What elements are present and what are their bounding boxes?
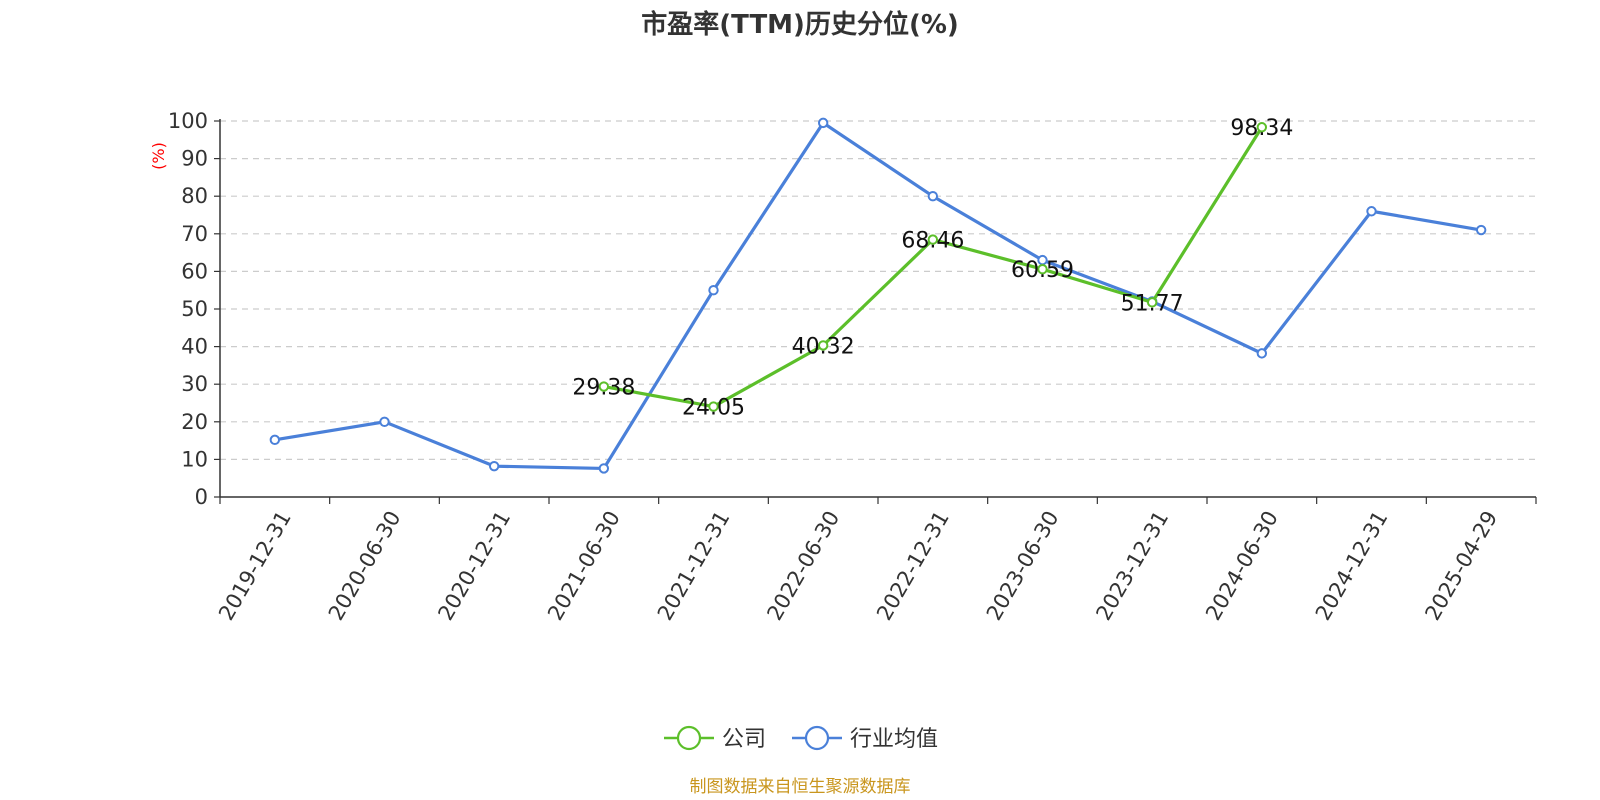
data-point	[708, 285, 719, 296]
y-axis-ticks: 0 10 20 30 40 50 60 70 80 90 100	[168, 109, 220, 509]
y-tick-label: 0	[195, 485, 208, 509]
data-point	[379, 416, 390, 427]
y-tick-label: 90	[181, 147, 208, 171]
data-point	[708, 401, 719, 412]
y-tick-label: 10	[181, 447, 208, 471]
legend-swatch-marker	[676, 725, 702, 751]
chart-title: 市盈率(TTM)历史分位(%)	[641, 9, 959, 40]
data-label: 29.38	[572, 376, 635, 401]
data-point	[927, 234, 939, 245]
data-label: 60.59	[1011, 258, 1074, 283]
y-tick-label: 30	[181, 372, 208, 396]
data-source-note: 制图数据来自恒生聚源数据库	[690, 777, 911, 797]
data-label: 40.32	[792, 334, 855, 359]
y-tick-label: 100	[168, 109, 208, 133]
series-line-0	[603, 126, 1264, 409]
series-layer	[269, 117, 1487, 474]
legend-label: 公司	[722, 727, 766, 752]
axes	[219, 119, 1536, 498]
y-tick-label: 80	[181, 184, 208, 208]
x-tick-label: 2019-12-31	[214, 507, 296, 625]
y-axis-unit: (%)	[149, 142, 168, 170]
data-label: 68.46	[901, 229, 964, 254]
data-point	[1146, 297, 1158, 308]
y-tick-label: 60	[181, 259, 208, 283]
data-label: 51.77	[1121, 291, 1184, 316]
gridlines	[220, 120, 1536, 460]
y-tick-label: 40	[181, 335, 208, 359]
data-label: 24.05	[682, 396, 745, 421]
data-labels: 29.38 24.05 40.32 68.46 60.59 51.77 98.34	[572, 116, 1293, 420]
legend-swatch-marker	[804, 725, 830, 751]
legend-label: 行业均值	[850, 727, 938, 752]
legend-item-1: 行业均值	[792, 725, 938, 752]
data-point	[598, 381, 610, 392]
data-point	[1256, 348, 1268, 359]
x-tick-label: 2022-12-31	[872, 507, 954, 625]
data-label: 98.34	[1230, 116, 1293, 141]
x-tick-label: 2021-12-31	[653, 507, 735, 625]
x-tick-label: 2025-04-29	[1420, 507, 1502, 625]
y-tick-label: 50	[181, 297, 208, 321]
data-point	[269, 434, 281, 446]
x-tick-label: 2023-06-30	[982, 507, 1064, 625]
x-axis-ticks: 2019-12-31 2020-06-30 2020-12-31 2021-06-30…	[214, 497, 1537, 625]
data-point	[817, 117, 829, 129]
data-point	[598, 463, 610, 474]
data-point	[1366, 206, 1377, 217]
x-tick-label: 2020-06-30	[324, 507, 406, 625]
x-tick-label: 2022-06-30	[762, 507, 844, 625]
x-tick-label: 2023-12-31	[1091, 507, 1173, 625]
data-point	[1475, 224, 1487, 236]
data-point	[488, 460, 500, 472]
x-tick-label: 2021-06-30	[543, 507, 625, 625]
data-point	[1256, 122, 1268, 133]
y-tick-label: 20	[181, 410, 208, 434]
x-tick-label: 2024-12-31	[1311, 507, 1393, 625]
series-line-1	[274, 121, 1482, 471]
x-tick-label: 2020-12-31	[433, 507, 515, 625]
data-point	[927, 191, 939, 202]
y-tick-label: 70	[181, 222, 208, 246]
data-point	[817, 340, 829, 351]
legend: 公司 行业均值	[664, 725, 938, 752]
x-tick-label: 2024-06-30	[1201, 507, 1283, 625]
data-point	[1037, 263, 1048, 275]
legend-item-0: 公司	[664, 725, 766, 752]
